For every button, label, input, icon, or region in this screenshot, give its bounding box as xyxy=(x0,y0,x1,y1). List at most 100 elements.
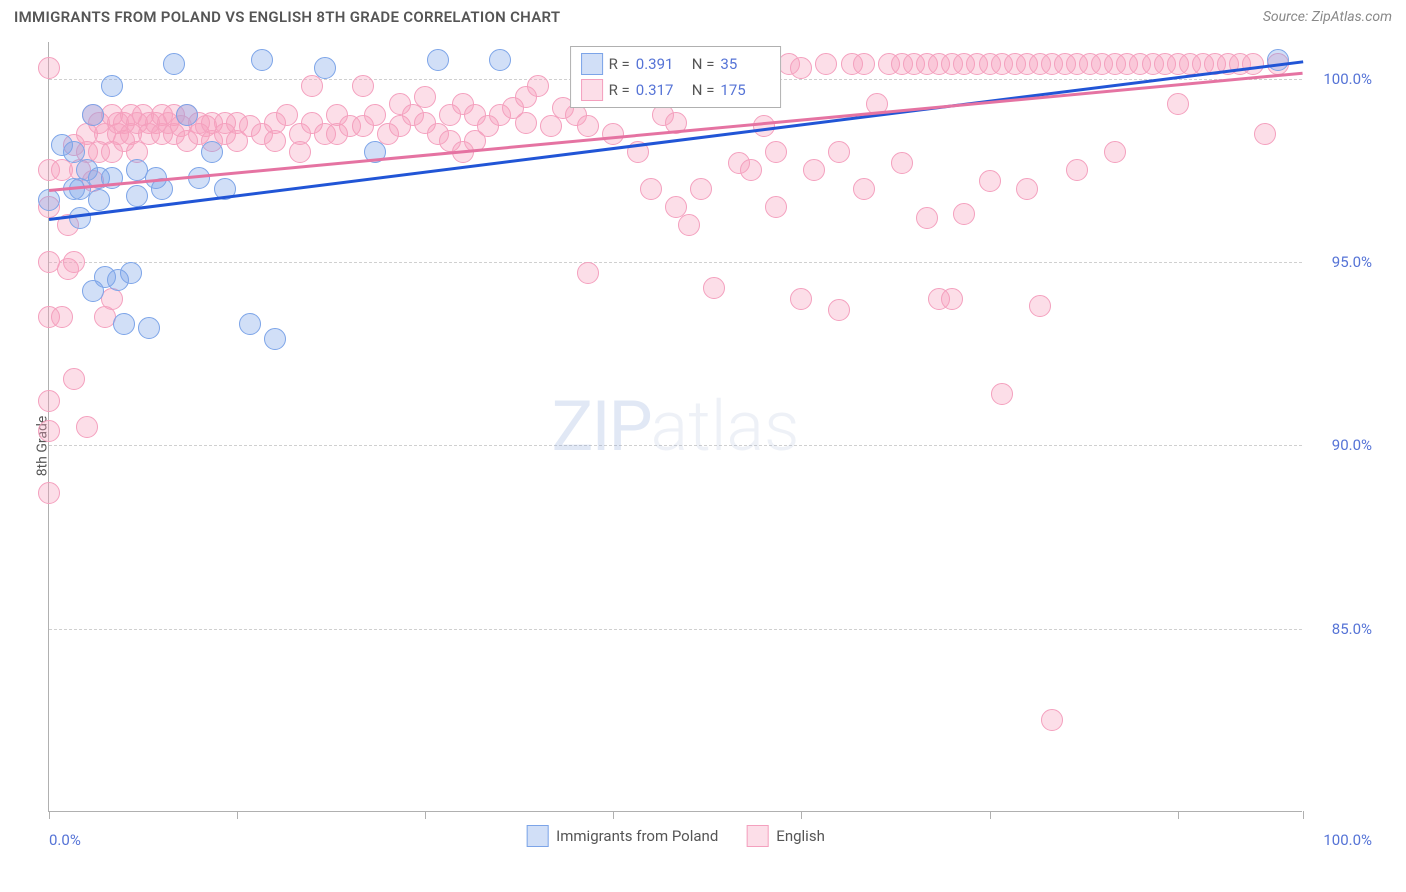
x-tick xyxy=(49,811,50,819)
chart-title: IMMIGRANTS FROM POLAND VS ENGLISH 8TH GR… xyxy=(14,8,560,26)
data-point xyxy=(69,207,91,229)
data-point xyxy=(82,104,104,126)
x-tick xyxy=(613,811,614,819)
data-point xyxy=(815,53,837,75)
data-point xyxy=(251,49,273,71)
plot-area: ZIPatlas R = 0.391 N = 35 R = 0.317 N = … xyxy=(48,42,1302,812)
data-point xyxy=(991,383,1013,405)
n-value: 175 xyxy=(720,81,770,99)
data-point xyxy=(264,130,286,152)
data-point xyxy=(76,416,98,438)
data-point xyxy=(314,57,336,79)
data-point xyxy=(414,86,436,108)
data-point xyxy=(765,196,787,218)
gridline xyxy=(49,445,1302,446)
swatch-icon xyxy=(581,53,603,75)
stats-legend-box: R = 0.391 N = 35 R = 0.317 N = 175 xyxy=(570,46,782,108)
chart-wrap: 8th Grade ZIPatlas R = 0.391 N = 35 R = … xyxy=(14,42,1392,850)
x-tick xyxy=(1178,811,1179,819)
y-tick-label: 100.0% xyxy=(1312,70,1372,88)
data-point xyxy=(239,313,261,335)
legend-item-english: English xyxy=(746,825,825,847)
data-point xyxy=(640,178,662,200)
data-point xyxy=(51,306,73,328)
data-point xyxy=(1016,178,1038,200)
r-label: R = xyxy=(609,55,630,73)
n-value: 35 xyxy=(720,55,770,73)
data-point xyxy=(941,288,963,310)
data-point xyxy=(1267,49,1289,71)
data-point xyxy=(1029,295,1051,317)
data-point xyxy=(853,53,875,75)
swatch-icon xyxy=(581,79,603,101)
data-point xyxy=(979,170,1001,192)
watermark: ZIPatlas xyxy=(552,386,800,468)
n-label: N = xyxy=(692,81,715,99)
x-tick-label: 0.0% xyxy=(49,831,81,849)
data-point xyxy=(953,203,975,225)
data-point xyxy=(38,390,60,412)
data-point xyxy=(916,207,938,229)
data-point xyxy=(427,49,449,71)
x-tick xyxy=(801,811,802,819)
watermark-atlas: atlas xyxy=(651,386,800,468)
r-value: 0.317 xyxy=(636,81,686,99)
data-point xyxy=(1242,53,1264,75)
data-point xyxy=(891,152,913,174)
data-point xyxy=(790,288,812,310)
data-point xyxy=(38,189,60,211)
data-point xyxy=(113,313,135,335)
swatch-icon xyxy=(746,825,768,847)
r-value: 0.391 xyxy=(636,55,686,73)
data-point xyxy=(352,75,374,97)
source-label: Source: ZipAtlas.com xyxy=(1263,9,1392,25)
x-tick xyxy=(237,811,238,819)
data-point xyxy=(690,178,712,200)
data-point xyxy=(1104,141,1126,163)
header: IMMIGRANTS FROM POLAND VS ENGLISH 8TH GR… xyxy=(0,0,1406,30)
data-point xyxy=(176,104,198,126)
data-point xyxy=(803,159,825,181)
data-point xyxy=(527,75,549,97)
data-point xyxy=(138,317,160,339)
data-point xyxy=(828,141,850,163)
legend-label: Immigrants from Poland xyxy=(556,827,718,845)
data-point xyxy=(678,214,700,236)
data-point xyxy=(301,75,323,97)
data-point xyxy=(163,53,185,75)
swatch-icon xyxy=(526,825,548,847)
data-point xyxy=(63,251,85,273)
gridline xyxy=(49,629,1302,630)
data-point xyxy=(489,49,511,71)
r-label: R = xyxy=(609,81,630,99)
data-point xyxy=(577,262,599,284)
y-tick-label: 85.0% xyxy=(1312,620,1372,638)
data-point xyxy=(703,277,725,299)
x-tick xyxy=(425,811,426,819)
data-point xyxy=(88,189,110,211)
data-point xyxy=(38,57,60,79)
x-tick xyxy=(1303,811,1304,819)
y-tick-label: 90.0% xyxy=(1312,436,1372,454)
stats-row-english: R = 0.317 N = 175 xyxy=(581,77,771,103)
data-point xyxy=(515,112,537,134)
data-point xyxy=(1066,159,1088,181)
gridline xyxy=(49,262,1302,263)
watermark-zip: ZIP xyxy=(552,386,651,468)
data-point xyxy=(264,328,286,350)
x-tick xyxy=(990,811,991,819)
data-point xyxy=(38,420,60,442)
data-point xyxy=(1041,709,1063,731)
bottom-legend: Immigrants from Poland English xyxy=(526,825,825,847)
data-point xyxy=(765,141,787,163)
data-point xyxy=(120,262,142,284)
data-point xyxy=(126,185,148,207)
data-point xyxy=(828,299,850,321)
data-point xyxy=(1254,123,1276,145)
x-tick-label: 100.0% xyxy=(1323,831,1372,849)
data-point xyxy=(63,368,85,390)
n-label: N = xyxy=(692,55,715,73)
data-point xyxy=(540,115,562,137)
data-point xyxy=(577,115,599,137)
data-point xyxy=(853,178,875,200)
